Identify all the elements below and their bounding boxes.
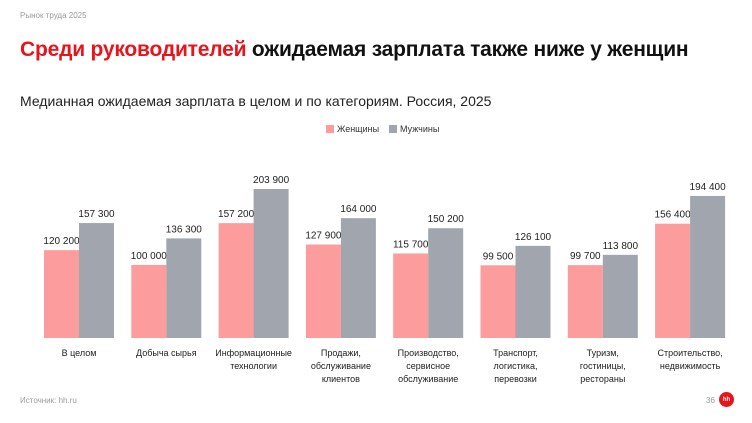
title-rest: ожидаемая зарплата также ниже у женщин <box>251 38 689 61</box>
bar-men-tourism <box>602 254 638 338</box>
legend-swatch-men <box>389 125 398 133</box>
category-label-construction: Строительство, <box>658 348 723 358</box>
value-label-women-overall: 120 200 <box>43 236 80 247</box>
source-note: Источник: hh.ru <box>20 396 77 405</box>
bar-women-it <box>218 223 254 338</box>
legend-label-men: Мужчины <box>400 124 440 134</box>
bar-men-overall <box>79 223 114 338</box>
value-label-men-tourism: 113 800 <box>603 241 639 252</box>
bar-men-mining <box>166 238 202 338</box>
page-title: Среди руководителей ожидаемая зарплата т… <box>20 38 720 61</box>
value-label-men-sales: 164 000 <box>340 204 377 215</box>
title-accent: Среди руководителей <box>20 38 247 61</box>
value-label-men-overall: 157 300 <box>78 209 115 220</box>
value-label-men-production: 150 200 <box>428 214 465 225</box>
hh-logo: hh <box>719 392 734 407</box>
value-label-women-transport: 99 500 <box>483 251 514 262</box>
bar-women-tourism <box>567 265 603 338</box>
bar-women-mining <box>131 264 167 338</box>
category-label-transport: Транспорт, <box>493 348 538 358</box>
bar-men-it <box>253 189 289 338</box>
bar-women-overall <box>44 250 79 338</box>
report-kicker: Рынок труда 2025 <box>20 11 87 20</box>
category-label-sales: обслуживание <box>311 361 371 371</box>
category-label-mining: Добыча сырья <box>136 348 197 358</box>
category-label-sales: клиентов <box>322 374 360 384</box>
category-label-transport: логистика, <box>494 361 538 371</box>
value-label-women-tourism: 99 700 <box>570 251 601 262</box>
category-label-tourism: Туризм, <box>587 348 619 358</box>
value-label-women-production: 115 700 <box>393 239 429 250</box>
value-label-women-construction: 156 400 <box>655 210 692 221</box>
bar-women-sales <box>305 244 341 338</box>
bar-men-production <box>428 228 464 338</box>
category-label-production: Производство, <box>398 348 459 358</box>
category-label-production: сервисное <box>406 361 450 371</box>
chart-subtitle: Медианная ожидаемая зарплата в целом и п… <box>20 93 492 109</box>
value-label-men-construction: 194 400 <box>690 182 727 193</box>
value-label-men-it: 203 900 <box>253 175 290 186</box>
legend-swatch-women <box>326 125 334 133</box>
category-label-construction: недвижимость <box>660 361 721 371</box>
category-label-sales: Продажи, <box>321 348 361 358</box>
legend-label-women: Женщины <box>337 124 380 134</box>
page-number: 36 <box>706 396 715 405</box>
value-label-women-sales: 127 900 <box>305 231 342 242</box>
chart-legend: Женщины Мужчины <box>326 124 449 134</box>
category-label-tourism: рестораны <box>580 374 625 384</box>
legend-item-women: Женщины <box>326 124 379 134</box>
bar-men-sales <box>340 218 376 338</box>
category-label-transport: перевозки <box>494 374 537 384</box>
value-label-men-transport: 126 100 <box>515 232 552 243</box>
category-label-production: обслуживание <box>398 374 458 384</box>
value-label-women-it: 157 200 <box>218 209 255 220</box>
bar-women-construction <box>655 223 691 338</box>
category-label-it: Информационные <box>215 348 292 358</box>
bar-women-production <box>393 253 429 338</box>
bar-men-transport <box>515 245 551 338</box>
bar-women-transport <box>480 265 516 338</box>
value-label-women-mining: 100 000 <box>131 251 168 262</box>
category-label-overall: В целом <box>62 348 97 358</box>
value-label-men-mining: 136 300 <box>166 224 203 235</box>
bar-men-construction <box>690 195 726 338</box>
category-label-tourism: гостиницы, <box>580 361 626 371</box>
legend-item-men: Мужчины <box>389 124 439 134</box>
category-label-it: технологии <box>230 361 277 371</box>
